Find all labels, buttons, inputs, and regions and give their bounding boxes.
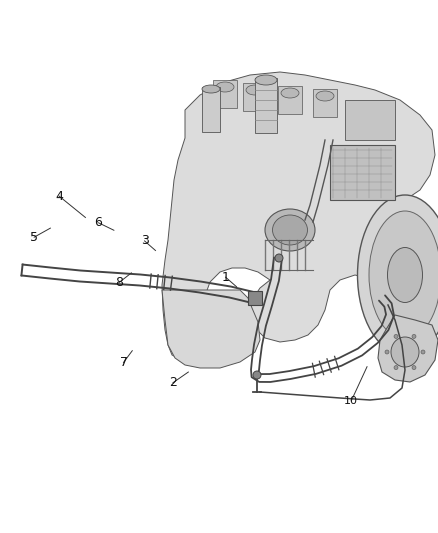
Ellipse shape (272, 215, 307, 245)
Text: 5: 5 (30, 231, 38, 244)
Text: 6: 6 (95, 216, 102, 229)
Ellipse shape (281, 88, 299, 98)
Text: 1: 1 (222, 271, 230, 284)
Bar (345, 100, 395, 140)
Text: 7: 7 (120, 356, 127, 369)
Bar (278, 86, 302, 114)
Text: 8: 8 (115, 276, 123, 289)
Ellipse shape (388, 247, 423, 303)
Ellipse shape (255, 75, 277, 85)
Bar (330, 145, 395, 200)
Ellipse shape (391, 337, 419, 367)
Bar (248, 291, 262, 305)
Bar (243, 83, 267, 111)
Circle shape (275, 254, 283, 262)
Text: 2: 2 (169, 376, 177, 389)
Ellipse shape (369, 211, 438, 339)
Text: 3: 3 (141, 235, 148, 247)
Ellipse shape (357, 195, 438, 355)
Text: 10: 10 (344, 396, 358, 406)
Ellipse shape (216, 82, 234, 92)
Circle shape (412, 334, 416, 338)
Bar (313, 89, 337, 117)
Ellipse shape (265, 209, 315, 251)
Circle shape (385, 350, 389, 354)
Bar (213, 80, 237, 108)
Ellipse shape (316, 91, 334, 101)
Bar (255, 78, 277, 133)
Bar (202, 87, 220, 132)
Circle shape (412, 366, 416, 369)
Ellipse shape (246, 85, 264, 95)
Text: 4: 4 (55, 190, 63, 203)
Circle shape (394, 366, 398, 369)
Polygon shape (378, 315, 438, 382)
Circle shape (421, 350, 425, 354)
Polygon shape (162, 290, 260, 368)
Circle shape (394, 334, 398, 338)
Ellipse shape (202, 85, 220, 93)
Polygon shape (162, 72, 435, 358)
Circle shape (253, 371, 261, 379)
